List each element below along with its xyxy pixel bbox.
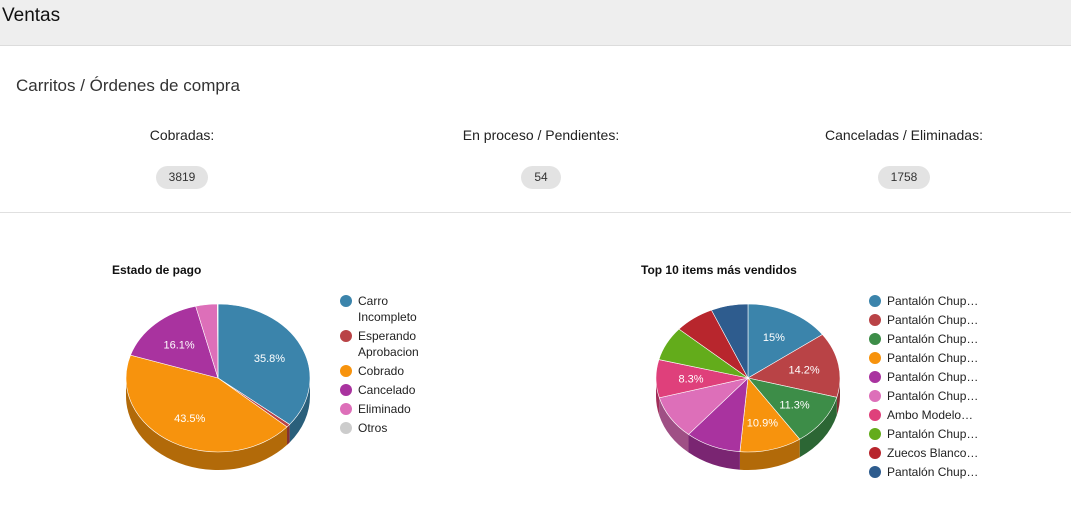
legend-swatch: [869, 333, 881, 345]
pie-slice-3: [130, 305, 219, 379]
legend-label: Cancelado: [358, 383, 416, 397]
pie-slice-2: [747, 377, 838, 440]
legend-label: Pantalón Chup…: [887, 332, 979, 346]
legend-item: Pantalón Chup…: [869, 388, 978, 404]
legend-item: Pantalón Chup…: [869, 350, 978, 366]
legend-swatch: [340, 403, 352, 415]
legend-swatch: [340, 295, 352, 307]
stat-badge: 54: [521, 166, 561, 189]
legend-swatch: [869, 447, 881, 459]
legend-swatch: [340, 330, 352, 342]
stat-label: Canceladas / Eliminadas:: [825, 127, 983, 143]
pie-side-3: [739, 439, 800, 470]
legend-item: Pantalón Chup…: [869, 293, 978, 309]
pie-side-1: [836, 378, 840, 416]
legend-item: Pantalón Chup…: [869, 312, 978, 328]
legend-swatch: [869, 428, 881, 440]
pie-slice-0: [217, 303, 311, 425]
legend-item: Pantalón Chup…: [869, 369, 978, 385]
legend-label: Pantalón Chup…: [887, 389, 979, 403]
pie-slice-1: [747, 334, 841, 398]
pie-side: [126, 378, 310, 470]
stat-badge: 1758: [877, 166, 931, 189]
stat-cobradas: Cobradas: 3819: [32, 127, 332, 189]
slice-label-0: 15%: [763, 332, 785, 344]
legend-top-items: Pantalón Chup… Pantalón Chup… Pantalón Chu…: [869, 293, 978, 483]
pie-side-1: [287, 424, 290, 445]
stat-label: Cobradas:: [149, 127, 215, 143]
legend-item: Zuecos Blanco…: [869, 445, 978, 461]
legend-label: Pantalón Chup…: [887, 370, 979, 384]
legend-swatch: [869, 390, 881, 402]
legend-swatch: [869, 409, 881, 421]
stat-badge: 3819: [155, 166, 209, 189]
legend-estado-pago: Carro Incompleto Esperando Aprobacion Cobr…: [340, 293, 450, 439]
legend-label: Otros: [358, 421, 388, 435]
stat-en-proceso: En proceso / Pendientes: 54: [391, 127, 691, 189]
legend-swatch: [340, 422, 352, 434]
legend-item: Esperando Aprobacion: [340, 328, 450, 360]
pie-chart-estado-pago: 35.8% 43.5% 16.1%: [125, 303, 311, 470]
section-title: Carritos / Órdenes de compra: [16, 76, 240, 95]
slice-label-3: 16.1%: [163, 340, 194, 352]
legend-swatch: [869, 295, 881, 307]
legend-swatch: [340, 384, 352, 396]
pie-slice-0: [747, 303, 823, 379]
pie-slice-5: [217, 303, 219, 379]
legend-label: Pantalón Chup…: [887, 313, 979, 327]
legend-label: Esperando Aprobacion: [358, 329, 419, 359]
legend-label: Cobrado: [358, 364, 405, 378]
pie-side-4: [688, 434, 740, 470]
divider: [0, 212, 1071, 213]
pie-slice-9: [711, 303, 749, 379]
page-title: Ventas: [2, 5, 61, 26]
legend-swatch: [869, 466, 881, 478]
legend-item: Pantalón Chup…: [869, 331, 978, 347]
legend-item: Eliminado: [340, 401, 450, 417]
legend-item: Ambo Modelo…: [869, 407, 978, 423]
legend-swatch: [869, 371, 881, 383]
pie-side-0: [289, 378, 310, 443]
legend-label: Zuecos Blanco…: [887, 446, 979, 460]
legend-label: Carro Incompleto: [358, 294, 417, 324]
legend-item: Pantalón Chup…: [869, 464, 978, 480]
legend-label: Pantalón Chup…: [887, 465, 979, 479]
legend-swatch: [340, 365, 352, 377]
legend-swatch: [869, 314, 881, 326]
slice-label-2: 11.3%: [779, 400, 810, 412]
legend-label: Eliminado: [358, 402, 411, 416]
slice-label-1: 14.2%: [788, 365, 819, 377]
pie-side-2: [126, 378, 288, 470]
chart-title-estado-pago: Estado de pago: [112, 263, 202, 277]
legend-item: Pantalón Chup…: [869, 426, 978, 442]
legend-swatch: [869, 352, 881, 364]
chart-title-top-items: Top 10 items más vendidos: [641, 263, 797, 277]
stat-canceladas: Canceladas / Eliminadas: 1758: [754, 127, 1054, 189]
pie-side-6: [656, 378, 660, 416]
pie-chart-top-items: 15% 14.2% 11.3%10.9% 8.3%: [655, 303, 841, 470]
pie-side: [656, 378, 840, 470]
slice-label-2: 43.5%: [174, 413, 205, 425]
pie-side-2: [799, 397, 837, 458]
legend-label: Pantalón Chup…: [887, 427, 979, 441]
pie-side-5: [659, 397, 689, 453]
legend-item: Cobrado: [340, 363, 450, 379]
slice-label-0: 35.8%: [254, 353, 285, 365]
legend-label: Pantalón Chup…: [887, 351, 979, 365]
pie-slice-2: [125, 354, 288, 453]
page-header: Ventas: [0, 0, 1071, 46]
slice-label-6: 8.3%: [678, 373, 703, 385]
legend-item: Cancelado: [340, 382, 450, 398]
legend-item: Otros: [340, 420, 450, 436]
legend-label: Ambo Modelo…: [887, 408, 974, 422]
stat-label: En proceso / Pendientes:: [462, 127, 620, 143]
legend-label: Pantalón Chup…: [887, 294, 979, 308]
legend-item: Carro Incompleto: [340, 293, 450, 325]
slice-label-3: 10.9%: [747, 417, 778, 429]
